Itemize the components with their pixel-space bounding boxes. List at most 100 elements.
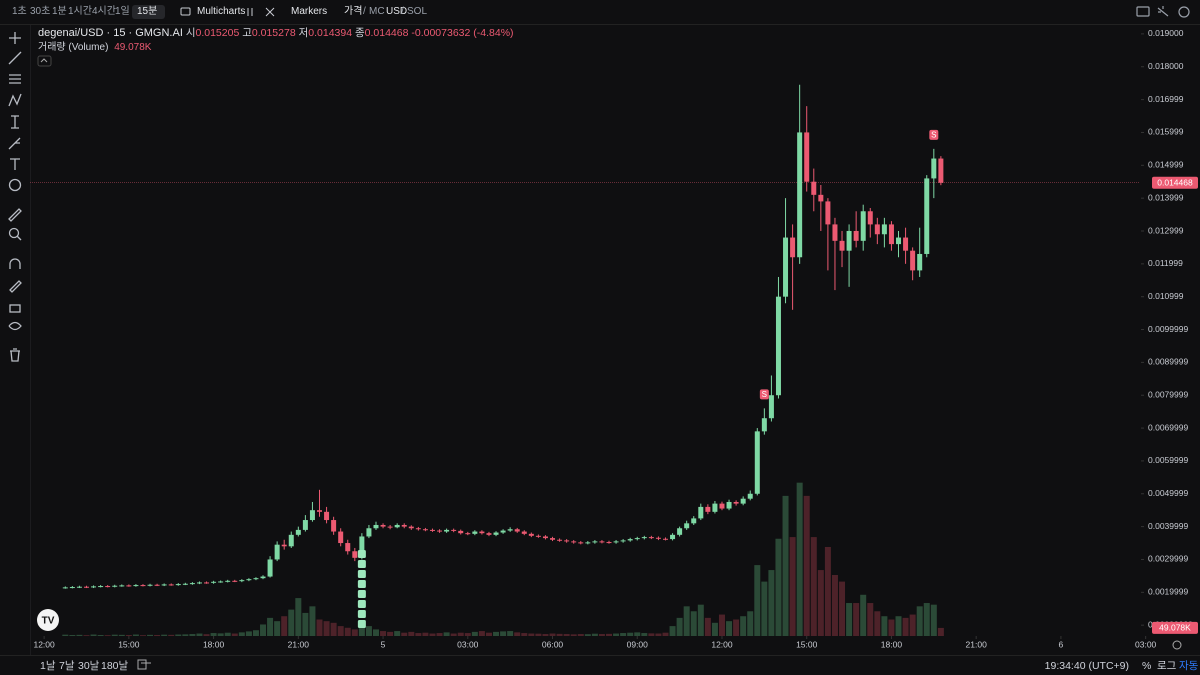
change: -0.00073632 (-4.84%) [411,27,514,39]
volume-bar [810,537,817,636]
y-tick-label: 0.010999 [1148,291,1184,301]
screenshot-icon[interactable] [1136,6,1150,17]
legend-row: degenai/USD · 15 · GMGN.AI 시0.015205 고0.… [38,27,514,39]
tool-trendline[interactable] [8,51,22,65]
volume-bar [881,616,888,636]
tool-lock-draw[interactable] [9,280,22,293]
candle-body [775,296,781,396]
volume-bar [457,632,464,636]
goto-date-icon[interactable] [137,659,151,670]
tool-crosshair[interactable] [9,32,21,44]
range[interactable]: 30날 [78,660,100,672]
drawing-tools[interactable] [8,32,22,362]
tool-pattern[interactable] [8,93,22,107]
candle-body [903,237,909,251]
candle-body [76,586,82,588]
tool-measure[interactable] [11,115,19,129]
candle-body [571,541,577,543]
tool-text[interactable] [10,158,20,170]
interval[interactable]: 4시간 [92,6,116,17]
candle-body [218,581,224,583]
candle-body [415,528,421,530]
candle-body [754,431,760,494]
volume-bar [613,633,620,636]
tool-magnet[interactable] [9,258,21,269]
collapse-button[interactable] [37,55,52,67]
candle-body [931,158,937,179]
tool-emoji[interactable] [8,178,22,192]
separator: / [401,6,404,17]
interval[interactable]: 30초 [30,6,51,17]
volume-bar [839,581,846,636]
candle-body [712,503,718,512]
range[interactable]: 180날 [101,660,129,672]
volume-bar [754,565,761,636]
price-mode[interactable]: 가격 [344,6,363,17]
price-alt[interactable]: MC [369,6,385,17]
compare-icons[interactable] [247,7,275,17]
multicharts-icon[interactable] [180,7,191,16]
auto-toggle[interactable]: 자동 [1179,660,1199,672]
interval[interactable]: 1분 [52,6,67,17]
candle-body [705,506,711,512]
trade-marker [759,389,769,400]
buy-badge [357,610,366,618]
volume-bar [577,634,584,636]
tool-lines[interactable] [9,74,21,84]
multicharts[interactable]: Multicharts [197,6,246,17]
percent-toggle[interactable]: % [1142,660,1152,672]
volume-bar [733,619,740,636]
buy-badge [357,590,366,598]
y-tick-label: 0.0079999 [1148,389,1188,399]
volume-bar [203,634,210,636]
tool-visibility[interactable] [8,321,22,331]
candle-body [394,524,400,528]
markers[interactable]: Markers [291,6,328,17]
buy-badge [357,570,366,578]
interval-selected-bg[interactable] [132,5,165,19]
top-right-icons[interactable] [1136,6,1190,18]
tool-brush[interactable] [8,137,21,150]
tool-zoom[interactable] [8,227,20,239]
currency-alt[interactable]: SOL [407,6,428,17]
volume-bar [267,617,274,636]
volume-bar [245,631,252,636]
candle-body [846,230,852,251]
volume-bar [224,632,231,636]
logo[interactable] [37,609,59,631]
volume-bar [394,631,401,636]
volume-bar [662,632,669,636]
candle-body [684,523,690,529]
interval-selected[interactable]: 15분 [137,6,158,17]
candle-body [670,534,676,540]
range[interactable]: 7날 [59,660,75,672]
tool-lock[interactable] [9,304,21,313]
y-tick-label: 0.016999 [1148,94,1184,104]
volume-bar [372,629,379,636]
currency[interactable]: USD [386,6,408,17]
volume-bar [514,632,521,636]
candle-body [98,586,104,588]
volume-bar [641,633,648,636]
candle-body [938,158,944,183]
symbol: degenai/USD · 15 · GMGN.AI [38,27,183,39]
interval[interactable]: 1시간 [68,6,92,17]
settings-alt-icon[interactable] [1157,6,1169,17]
volume-bar [535,633,542,636]
y-tick-label: 0.0089999 [1148,357,1188,367]
volume-bar [408,631,415,636]
candle-body [677,528,683,535]
y-tick-label: 0.0099999 [1148,324,1188,334]
volume-bar [930,604,937,636]
interval[interactable]: 1초 [12,6,27,17]
volume-bar [937,627,944,636]
range[interactable]: 1날 [40,660,56,672]
candle-body [338,531,344,544]
interval[interactable]: 1일 [115,6,130,17]
log-toggle[interactable]: 로그 [1157,660,1177,672]
tool-trash[interactable] [10,348,20,362]
tool-ruler[interactable] [8,208,22,222]
candle-body [380,524,386,527]
settings-icon[interactable] [1178,6,1190,18]
